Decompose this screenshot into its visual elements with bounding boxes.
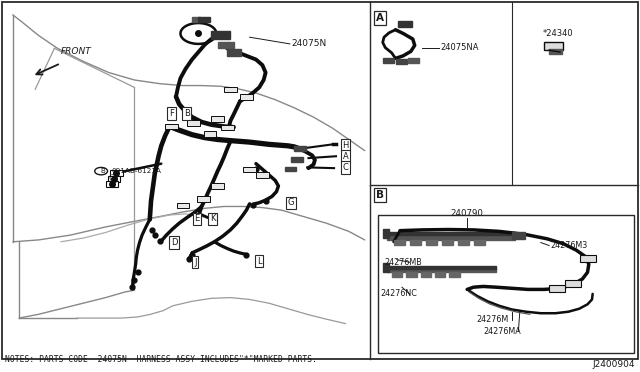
Bar <box>435 272 445 277</box>
Bar <box>224 87 237 92</box>
Bar <box>218 42 234 48</box>
Text: A: A <box>343 152 348 161</box>
Text: B: B <box>184 109 190 118</box>
Text: J: J <box>194 258 196 267</box>
Bar <box>408 58 419 63</box>
Bar <box>211 183 224 189</box>
Bar <box>549 49 562 54</box>
Text: 240790: 240790 <box>451 209 484 218</box>
Bar <box>256 172 269 178</box>
Text: C: C <box>342 163 349 172</box>
Bar <box>387 268 496 272</box>
Text: 24276MA: 24276MA <box>483 327 521 336</box>
Bar <box>198 17 210 22</box>
Bar <box>394 240 405 245</box>
Bar <box>187 120 200 126</box>
Text: 24276M: 24276M <box>477 315 509 324</box>
Text: E: E <box>195 214 200 223</box>
Bar <box>291 157 303 162</box>
Bar <box>449 272 460 277</box>
Text: K: K <box>210 214 215 223</box>
Bar <box>410 240 421 245</box>
Bar <box>387 232 515 235</box>
Bar <box>398 21 412 27</box>
Bar <box>294 146 306 151</box>
Bar <box>378 215 634 353</box>
Text: 24075N: 24075N <box>291 39 326 48</box>
Bar <box>387 235 515 240</box>
Bar <box>227 49 241 56</box>
Bar <box>580 255 596 262</box>
Bar <box>106 181 118 187</box>
Bar <box>240 94 253 100</box>
Bar <box>108 176 120 182</box>
Bar <box>204 131 216 137</box>
Text: B: B <box>100 168 105 174</box>
Bar <box>383 263 389 272</box>
Bar <box>474 240 485 245</box>
Text: 24075NA: 24075NA <box>440 43 479 52</box>
Bar <box>192 17 200 22</box>
Text: F: F <box>169 109 174 118</box>
Bar <box>211 116 224 122</box>
Text: H: H <box>342 141 349 150</box>
Bar <box>285 167 296 171</box>
Text: 24276MB: 24276MB <box>384 258 422 267</box>
Bar <box>165 124 178 129</box>
Bar <box>221 125 234 130</box>
Text: 091AB-6121A: 091AB-6121A <box>112 168 162 174</box>
Bar <box>426 240 437 245</box>
Bar <box>458 240 469 245</box>
Text: J2400904: J2400904 <box>593 360 635 369</box>
Text: FRONT: FRONT <box>61 47 92 56</box>
Bar <box>110 170 123 176</box>
Bar <box>396 59 407 64</box>
Bar <box>197 196 210 202</box>
Text: 24276NC: 24276NC <box>381 289 418 298</box>
Bar <box>544 42 563 50</box>
Bar <box>392 272 402 277</box>
Text: (2): (2) <box>109 174 119 180</box>
Text: *24340: *24340 <box>543 29 573 38</box>
Bar <box>565 280 581 287</box>
Bar <box>512 232 525 239</box>
Text: B: B <box>376 190 383 200</box>
Text: G: G <box>288 198 294 207</box>
Text: L: L <box>257 257 262 266</box>
Text: D: D <box>171 238 177 247</box>
Text: A: A <box>376 13 383 23</box>
Text: 24276M3: 24276M3 <box>550 241 588 250</box>
Bar <box>421 272 431 277</box>
Bar <box>549 285 565 292</box>
Bar <box>383 58 394 63</box>
Bar <box>387 266 496 269</box>
Bar <box>383 229 389 238</box>
Bar <box>211 31 230 39</box>
Bar <box>406 272 417 277</box>
Bar <box>442 240 453 245</box>
Bar <box>177 203 189 208</box>
Text: NOTES: PARTS CODE  24075N  HARNESS ASSY INCLUDES"*"MARKED PARTS.: NOTES: PARTS CODE 24075N HARNESS ASSY IN… <box>5 355 317 364</box>
Bar <box>243 167 256 172</box>
